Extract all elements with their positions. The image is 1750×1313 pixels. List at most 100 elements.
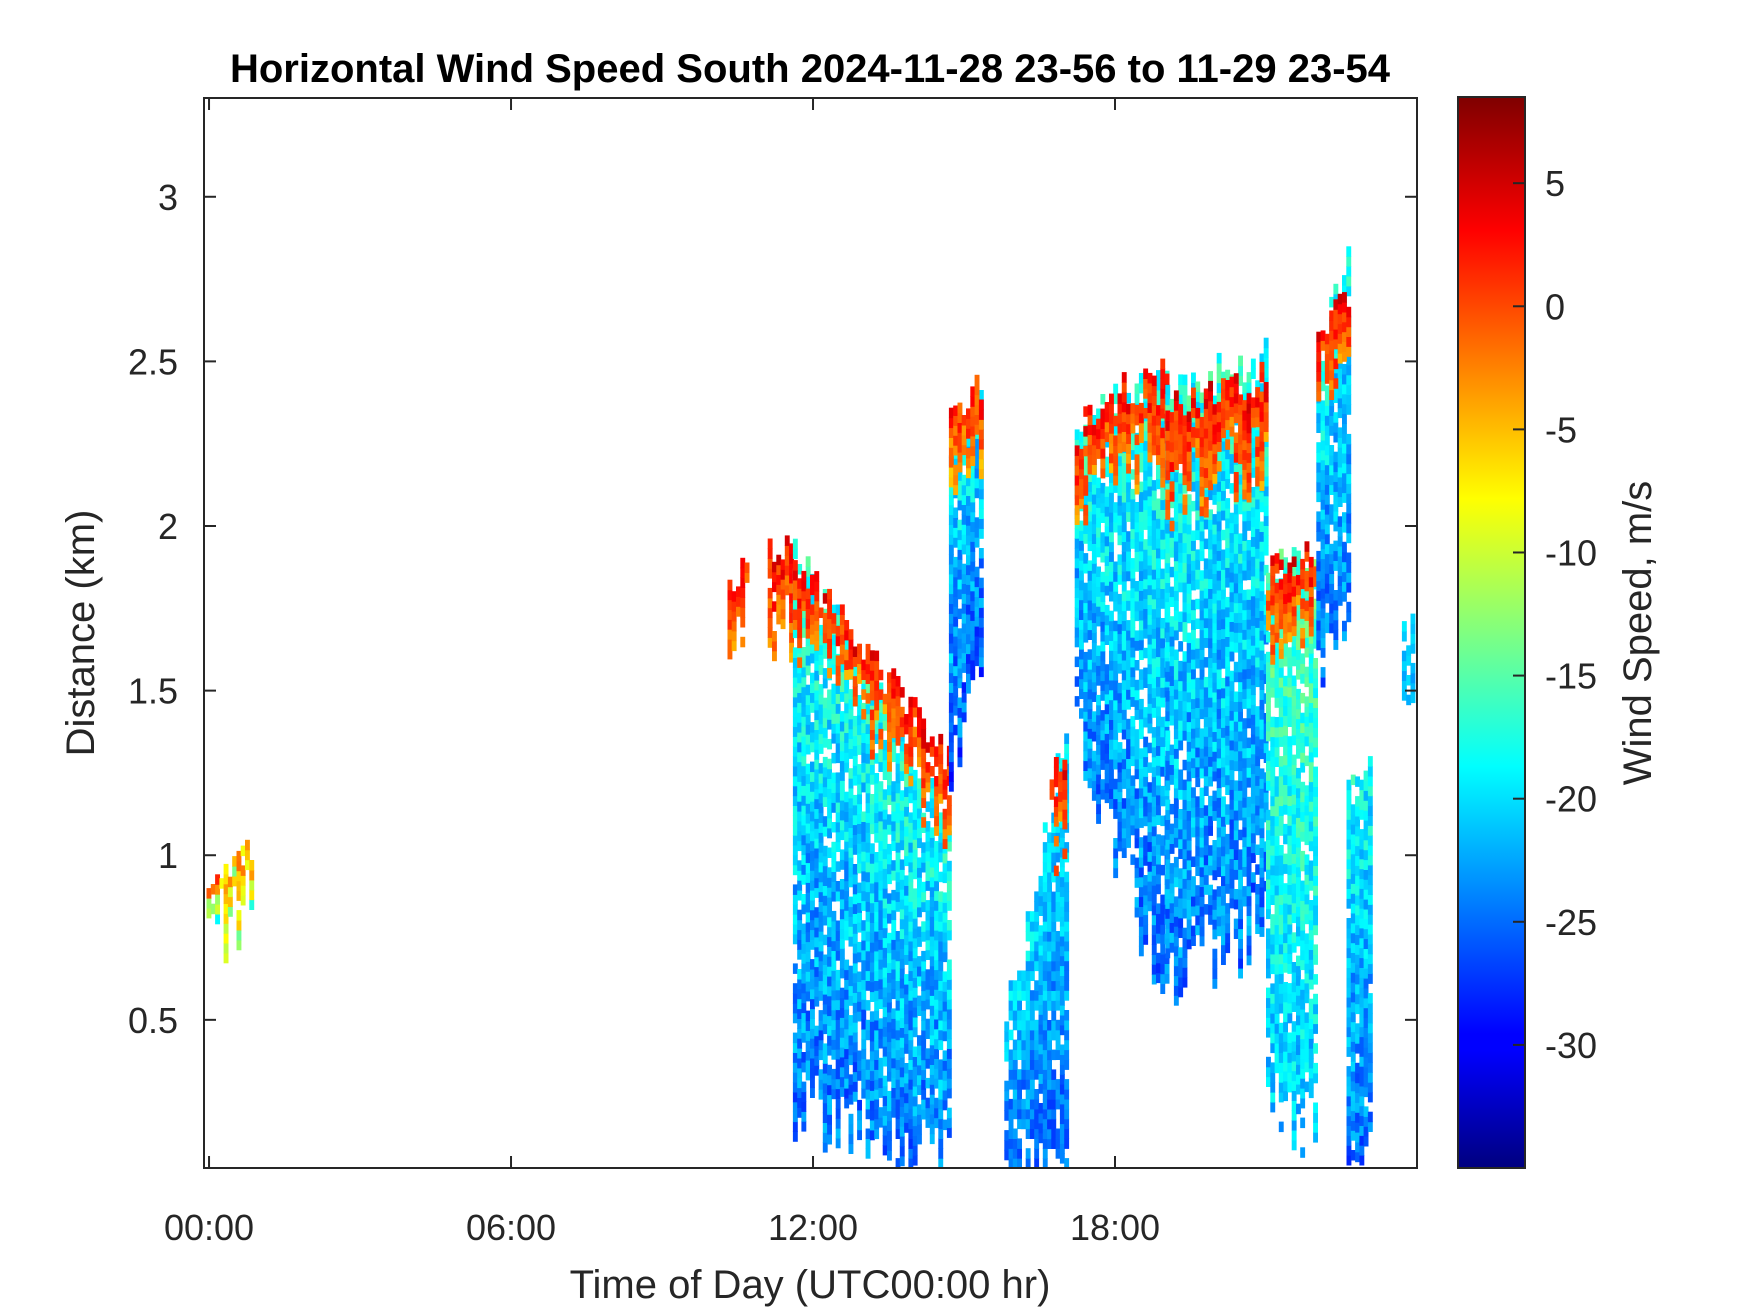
- heatmap-cell: [1229, 818, 1235, 830]
- heatmap-cell: [801, 1121, 807, 1132]
- heatmap-cell: [921, 728, 927, 739]
- heatmap-cell: [1238, 572, 1243, 584]
- heatmap-cell: [223, 863, 229, 875]
- heatmap-cell: [1169, 412, 1175, 423]
- heatmap-cell: [1246, 905, 1252, 916]
- heatmap-cell: [1047, 1039, 1052, 1051]
- heatmap-cell: [805, 588, 811, 600]
- heatmap-cell: [852, 1002, 858, 1013]
- heatmap-cell: [1259, 886, 1265, 898]
- heatmap-cell: [805, 902, 811, 913]
- heatmap-cell: [1178, 739, 1184, 751]
- heatmap-cell: [1121, 571, 1127, 582]
- heatmap-cell: [1203, 706, 1209, 717]
- heatmap-cell: [810, 939, 815, 950]
- heatmap-cell: [1255, 923, 1261, 934]
- heatmap-cell: [1238, 602, 1243, 613]
- heatmap-cell: [1079, 589, 1084, 601]
- heatmap-cell: [839, 1037, 845, 1048]
- heatmap-cell: [1134, 877, 1140, 888]
- heatmap-cell: [1008, 1029, 1014, 1041]
- heatmap-cell: [1160, 447, 1166, 458]
- heatmap-cell: [835, 625, 841, 637]
- heatmap-cell: [1246, 935, 1252, 946]
- heatmap-cell: [1221, 569, 1226, 580]
- heatmap-cell: [869, 695, 875, 706]
- heatmap-cell: [908, 1138, 914, 1149]
- heatmap-cell: [1079, 629, 1084, 640]
- heatmap-cell: [797, 771, 803, 782]
- heatmap-cell: [891, 1077, 897, 1088]
- heatmap-cell: [1212, 701, 1218, 713]
- heatmap-cell: [792, 825, 798, 836]
- heatmap-cell: [801, 953, 807, 964]
- heatmap-cell: [942, 941, 948, 953]
- heatmap-cell: [1178, 473, 1184, 484]
- heatmap-cell: [895, 901, 901, 912]
- heatmap-cell: [1238, 474, 1243, 485]
- heatmap-cell: [789, 652, 794, 663]
- heatmap-cell: [857, 1060, 862, 1071]
- heatmap-cell: [887, 711, 892, 723]
- heatmap-cell: [1233, 889, 1239, 900]
- heatmap-cell: [865, 921, 871, 932]
- heatmap-cell: [1178, 710, 1184, 721]
- heatmap-cell: [895, 792, 901, 804]
- heatmap-cell: [946, 860, 952, 872]
- heatmap-cell: [1143, 884, 1149, 896]
- heatmap-cell: [874, 660, 880, 671]
- heatmap-cell: [857, 902, 862, 913]
- heatmap-cell: [1238, 869, 1243, 880]
- heatmap-cell: [827, 966, 832, 977]
- heatmap-cell: [1143, 519, 1149, 530]
- heatmap-cell: [1104, 575, 1110, 586]
- heatmap-cell: [957, 499, 963, 511]
- heatmap-cell: [1126, 659, 1131, 671]
- heatmap-cell: [1160, 568, 1166, 580]
- heatmap-cell: [1165, 404, 1171, 416]
- heatmap-cell: [1182, 651, 1188, 662]
- heatmap-cell: [1212, 463, 1218, 474]
- heatmap-cell: [1259, 383, 1265, 394]
- heatmap-cell: [1109, 502, 1114, 513]
- heatmap-cell: [899, 1096, 905, 1107]
- heatmap-cell: [1191, 579, 1196, 591]
- heatmap-cell: [970, 511, 976, 523]
- heatmap-cell: [1104, 782, 1110, 794]
- heatmap-cell: [878, 870, 884, 881]
- heatmap-cell: [792, 657, 798, 668]
- heatmap-cell: [961, 632, 967, 644]
- heatmap-cell: [891, 781, 897, 792]
- heatmap-cell: [848, 787, 854, 799]
- heatmap-cell: [1017, 1069, 1022, 1080]
- heatmap-cell: [1246, 796, 1252, 808]
- heatmap-cell: [1173, 975, 1179, 986]
- heatmap-cell: [1173, 748, 1179, 759]
- heatmap-cell: [1259, 649, 1265, 661]
- heatmap-cell: [1182, 700, 1188, 711]
- heatmap-cell: [1238, 800, 1243, 811]
- heatmap-cell: [908, 696, 914, 708]
- heatmap-cell: [1182, 799, 1188, 810]
- heatmap-cell: [1058, 791, 1063, 802]
- heatmap-cell: [978, 508, 984, 519]
- heatmap-cell: [1113, 620, 1119, 632]
- heatmap-cell: [1064, 842, 1070, 853]
- heatmap-cell: [974, 616, 980, 627]
- heatmap-cell: [772, 601, 777, 612]
- heatmap-cell: [1008, 1069, 1014, 1080]
- heatmap-cell: [1091, 681, 1097, 693]
- heatmap-cell: [1034, 1118, 1040, 1130]
- heatmap-cell: [957, 402, 963, 414]
- heatmap-cell: [1130, 508, 1136, 520]
- heatmap-cell: [966, 467, 971, 479]
- heatmap-cell: [1191, 629, 1196, 640]
- heatmap-cell: [1199, 758, 1205, 769]
- heatmap-cell: [814, 828, 820, 839]
- heatmap-cell: [1212, 414, 1218, 425]
- heatmap-cell: [948, 731, 954, 743]
- heatmap-cell: [1074, 676, 1080, 687]
- heatmap-cell: [929, 1133, 935, 1145]
- heatmap-cell: [882, 1125, 888, 1136]
- heatmap-cell: [852, 982, 858, 993]
